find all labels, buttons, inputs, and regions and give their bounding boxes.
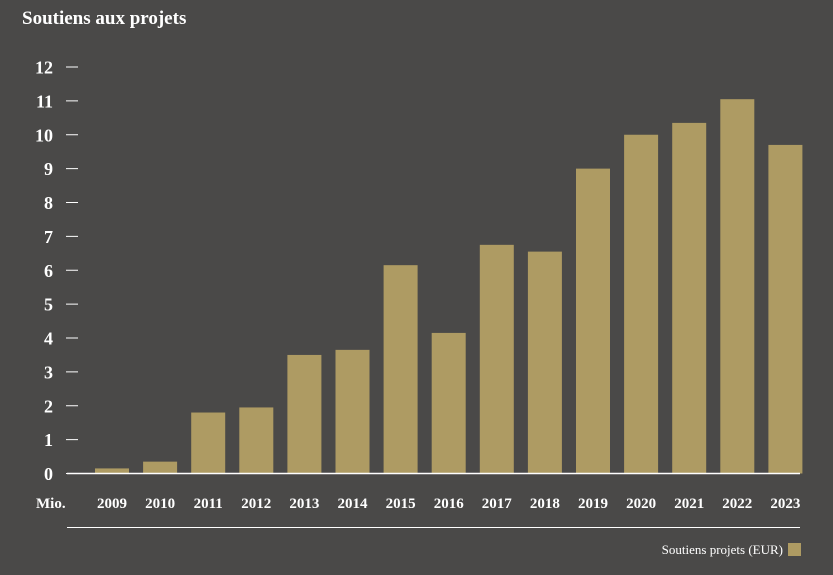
chart-title: Soutiens aux projets xyxy=(22,8,186,29)
bar-2011 xyxy=(191,412,226,474)
x-tick-label: 2016 xyxy=(434,496,465,512)
y-tick-label: 11 xyxy=(36,91,53,111)
x-tick-label: 2020 xyxy=(626,496,656,512)
x-tick-label: 2010 xyxy=(145,496,175,512)
y-tick-label: 10 xyxy=(35,125,53,145)
legend: Soutiens projets (EUR) xyxy=(662,542,801,557)
x-tick-label: 2013 xyxy=(289,496,319,512)
bar-2017 xyxy=(479,244,514,474)
x-tick-label: 2018 xyxy=(530,496,560,512)
y-tick-label: 0 xyxy=(44,464,53,484)
y-tick-label: 9 xyxy=(44,159,53,179)
x-tick-label: 2009 xyxy=(97,496,127,512)
x-tick-label: 2022 xyxy=(722,496,752,512)
x-tick-label: 2011 xyxy=(194,496,223,512)
bar-2016 xyxy=(431,332,466,474)
bar-2018 xyxy=(527,251,562,474)
y-unit-label: Mio. xyxy=(36,496,66,512)
y-tick-label: 7 xyxy=(44,227,53,247)
x-tick-label: 2019 xyxy=(578,496,608,512)
x-tick-label: 2012 xyxy=(241,496,271,512)
y-tick-label: 4 xyxy=(44,329,53,349)
y-tick-label: 3 xyxy=(44,362,53,382)
x-axis: 2009 2010 2011 2012 2013 2014 2015 2016 2017 2018… xyxy=(97,496,800,512)
y-tick-label: 6 xyxy=(44,261,53,281)
bar-2014 xyxy=(335,349,370,474)
bar-2010 xyxy=(143,461,178,474)
y-tick-label: 8 xyxy=(44,193,53,213)
bar-2013 xyxy=(287,354,322,474)
x-tick-label: 2021 xyxy=(674,496,704,512)
bar-2020 xyxy=(624,134,659,474)
y-tick-label: 2 xyxy=(44,396,53,416)
bar-2022 xyxy=(720,99,755,474)
legend-swatch xyxy=(788,543,801,556)
x-tick-label: 2017 xyxy=(482,496,513,512)
x-tick-label: 2015 xyxy=(386,496,416,512)
bar-2015 xyxy=(383,265,418,474)
bar-2019 xyxy=(576,168,610,474)
y-tick-label: 1 xyxy=(44,430,53,450)
x-tick-label: 2023 xyxy=(770,496,800,512)
bar-2023 xyxy=(768,144,803,474)
y-tick-label: 12 xyxy=(35,58,53,78)
x-tick-label: 2014 xyxy=(338,496,369,512)
bar-2021 xyxy=(672,122,707,474)
bars xyxy=(95,99,803,474)
bar-2012 xyxy=(239,407,274,474)
bar-2009 xyxy=(95,468,129,474)
legend-label: Soutiens projets (EUR) xyxy=(662,542,783,557)
y-tick-label: 5 xyxy=(44,295,53,315)
